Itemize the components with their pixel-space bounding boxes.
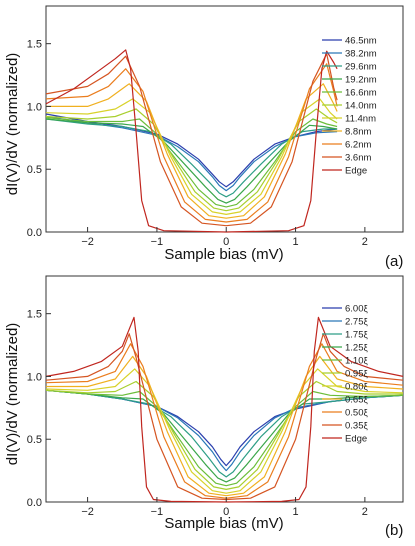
legend-entry: 6.2nm: [345, 140, 371, 151]
series-line: [45, 368, 404, 494]
y-tick-label: 1.0: [27, 371, 42, 383]
legend-entry: 19.2nm: [345, 75, 377, 86]
x-axis-label: Sample bias (mV): [164, 246, 283, 263]
series-line: [45, 98, 338, 215]
series-line: [45, 53, 338, 227]
panel-a: −2 −1 0 1 2 0.0 0.5 1.0 1.5 46.5nm 38.2nm 29.6nm 1…: [4, 5, 404, 270]
series-line: [45, 113, 338, 188]
legend-entry: 1.25ξ: [345, 343, 368, 354]
series-line: [45, 389, 404, 483]
legend-entry: 1.75ξ: [345, 330, 368, 341]
legend-entry: Edge: [345, 166, 367, 177]
series-line: [45, 389, 404, 472]
x-tick-label: 2: [362, 506, 368, 518]
x-ticks-a: −2 −1 0 1 2: [81, 227, 368, 248]
legend-entry: 0.80ξ: [345, 382, 368, 393]
legend-entry: Edge: [345, 434, 367, 445]
x-tick-label: 1: [292, 236, 298, 248]
legend-b: 6.00ξ 2.75ξ 1.75ξ 1.25ξ 1.10ξ 0.95ξ 0.80ξ 0.65ξ…: [322, 304, 368, 445]
legend-entry: 46.5nm: [345, 36, 377, 47]
y-axis-label: dI(V)/dV (normalized): [4, 53, 21, 196]
legend-a: 46.5nm 38.2nm 29.6nm 19.2nm 16.6nm 14.0nm 11.4…: [322, 36, 377, 177]
legend-entry: 8.8nm: [345, 127, 371, 138]
legend-entry: 2.75ξ: [345, 317, 368, 328]
x-tick-label: 1: [292, 506, 298, 518]
legend-entry: 0.65ξ: [345, 395, 368, 406]
x-tick-label: −2: [81, 236, 94, 248]
series-line: [46, 83, 338, 219]
legend-entry: 1.10ξ: [345, 356, 368, 367]
y-tick-label: 0.0: [27, 497, 42, 509]
x-axis-label: Sample bias (mV): [164, 515, 283, 532]
legend-entry: 6.00ξ: [345, 304, 368, 315]
series-line: [46, 355, 404, 497]
series-line: [45, 380, 403, 490]
legend-entry: 29.6nm: [345, 62, 377, 73]
panel-label: (a): [385, 253, 403, 270]
x-tick-label: −2: [81, 506, 94, 518]
y-axis-label: dI(V)/dV (normalized): [4, 323, 21, 466]
series-line: [45, 117, 338, 208]
legend-entry: 0.35ξ: [345, 421, 368, 432]
series-line: [45, 389, 404, 487]
series-line: [45, 108, 338, 212]
legend-entry: 14.0nm: [345, 101, 377, 112]
legend-entry: 3.6nm: [345, 153, 371, 164]
y-ticks-a: 0.0 0.5 1.0 1.5: [27, 39, 51, 239]
series-line: [45, 49, 338, 233]
y-tick-label: 0.0: [27, 227, 42, 239]
legend-entry: 0.50ξ: [345, 408, 368, 419]
x-tick-label: 0: [223, 506, 229, 518]
y-tick-label: 1.5: [27, 39, 42, 51]
x-tick-label: 0: [223, 236, 229, 248]
x-tick-label: −1: [151, 506, 164, 518]
legend-entry: 11.4nm: [345, 114, 376, 125]
x-tick-label: −1: [151, 236, 164, 248]
curves-a: [45, 49, 338, 233]
y-tick-label: 1.0: [27, 101, 42, 113]
legend-entry: 0.95ξ: [345, 369, 368, 380]
x-ticks-b: −2 −1 0 1 2: [81, 497, 368, 518]
x-tick-label: 2: [362, 236, 368, 248]
y-tick-label: 0.5: [27, 434, 42, 446]
panel-label: (b): [385, 522, 403, 539]
y-tick-label: 1.5: [27, 309, 42, 321]
legend-entry: 38.2nm: [345, 49, 377, 60]
y-ticks-b: 0.0 0.5 1.0 1.5: [27, 309, 51, 509]
panel-b: −2 −1 0 1 2 0.0 0.5 1.0 1.5 6.00ξ 2.75ξ 1.75ξ 1.25…: [4, 275, 404, 539]
y-tick-label: 0.5: [27, 164, 42, 176]
series-line: [45, 63, 338, 223]
legend-entry: 16.6nm: [345, 88, 377, 99]
